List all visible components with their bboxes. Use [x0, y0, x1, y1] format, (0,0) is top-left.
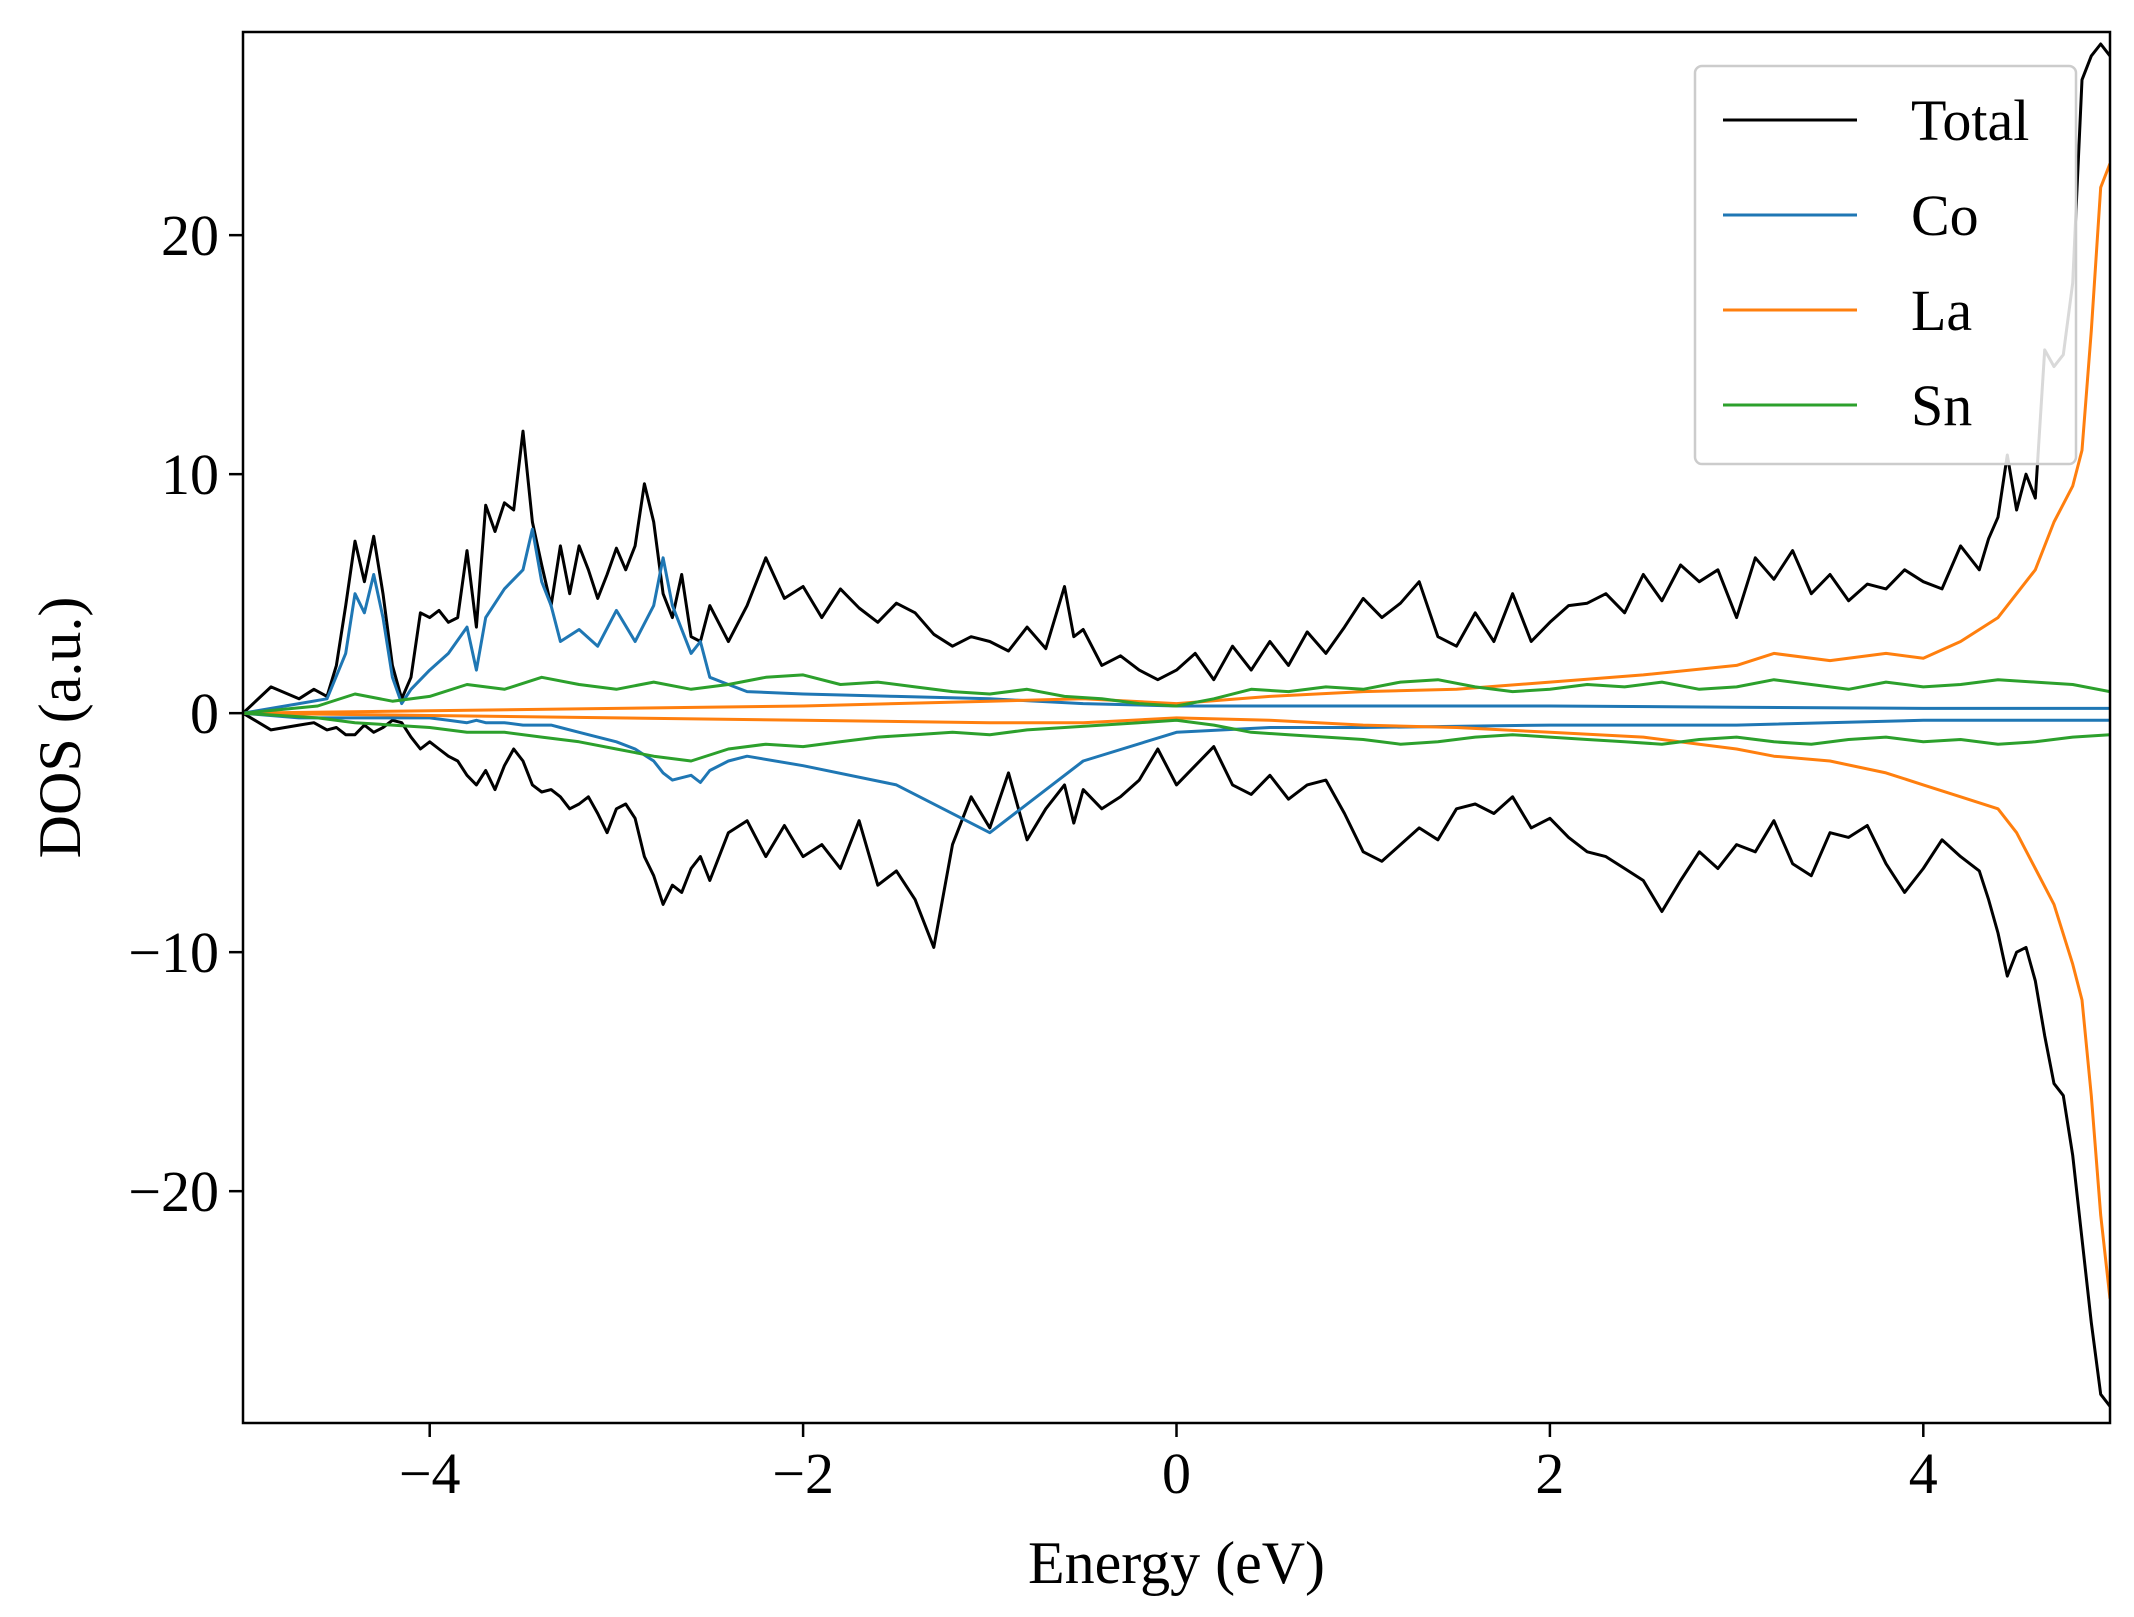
series-line-sn-spin-up [243, 673, 2110, 715]
x-tick-label: 0 [1162, 1441, 1191, 1506]
series-line-co-spin-down [243, 711, 2110, 835]
x-tick-label: −2 [772, 1441, 834, 1506]
x-tick-label: 2 [1535, 1441, 1564, 1506]
series-line-la-spin-up [243, 162, 2110, 715]
y-axis-label: DOS (a.u.) [27, 597, 93, 859]
series-line-sn-spin-down [243, 711, 2110, 763]
legend-label-la: La [1911, 278, 1972, 343]
series-line-total-spin-down [243, 711, 2110, 1408]
series-line-total-spin-up [243, 42, 2110, 715]
x-axis-label: Energy (eV) [1028, 1530, 1325, 1596]
y-tick-label: 10 [161, 442, 219, 507]
legend-box [1693, 64, 2078, 466]
plot-area [243, 42, 2110, 1408]
y-tick-label: −10 [128, 920, 219, 985]
series-line-la-spin-down [243, 711, 2110, 1299]
y-tick-label: 0 [190, 681, 219, 746]
y-tick-label: −20 [128, 1159, 219, 1224]
y-tick-label: 20 [161, 203, 219, 268]
legend-label-total: Total [1911, 88, 2029, 153]
x-tick-label: 4 [1909, 1441, 1938, 1506]
legend-label-sn: Sn [1911, 373, 1972, 438]
x-tick-label: −4 [399, 1441, 461, 1506]
legend-label-co: Co [1911, 183, 1979, 248]
series-line-co-spin-up [243, 527, 2110, 715]
legend: Total Co La Sn [1693, 64, 2078, 466]
